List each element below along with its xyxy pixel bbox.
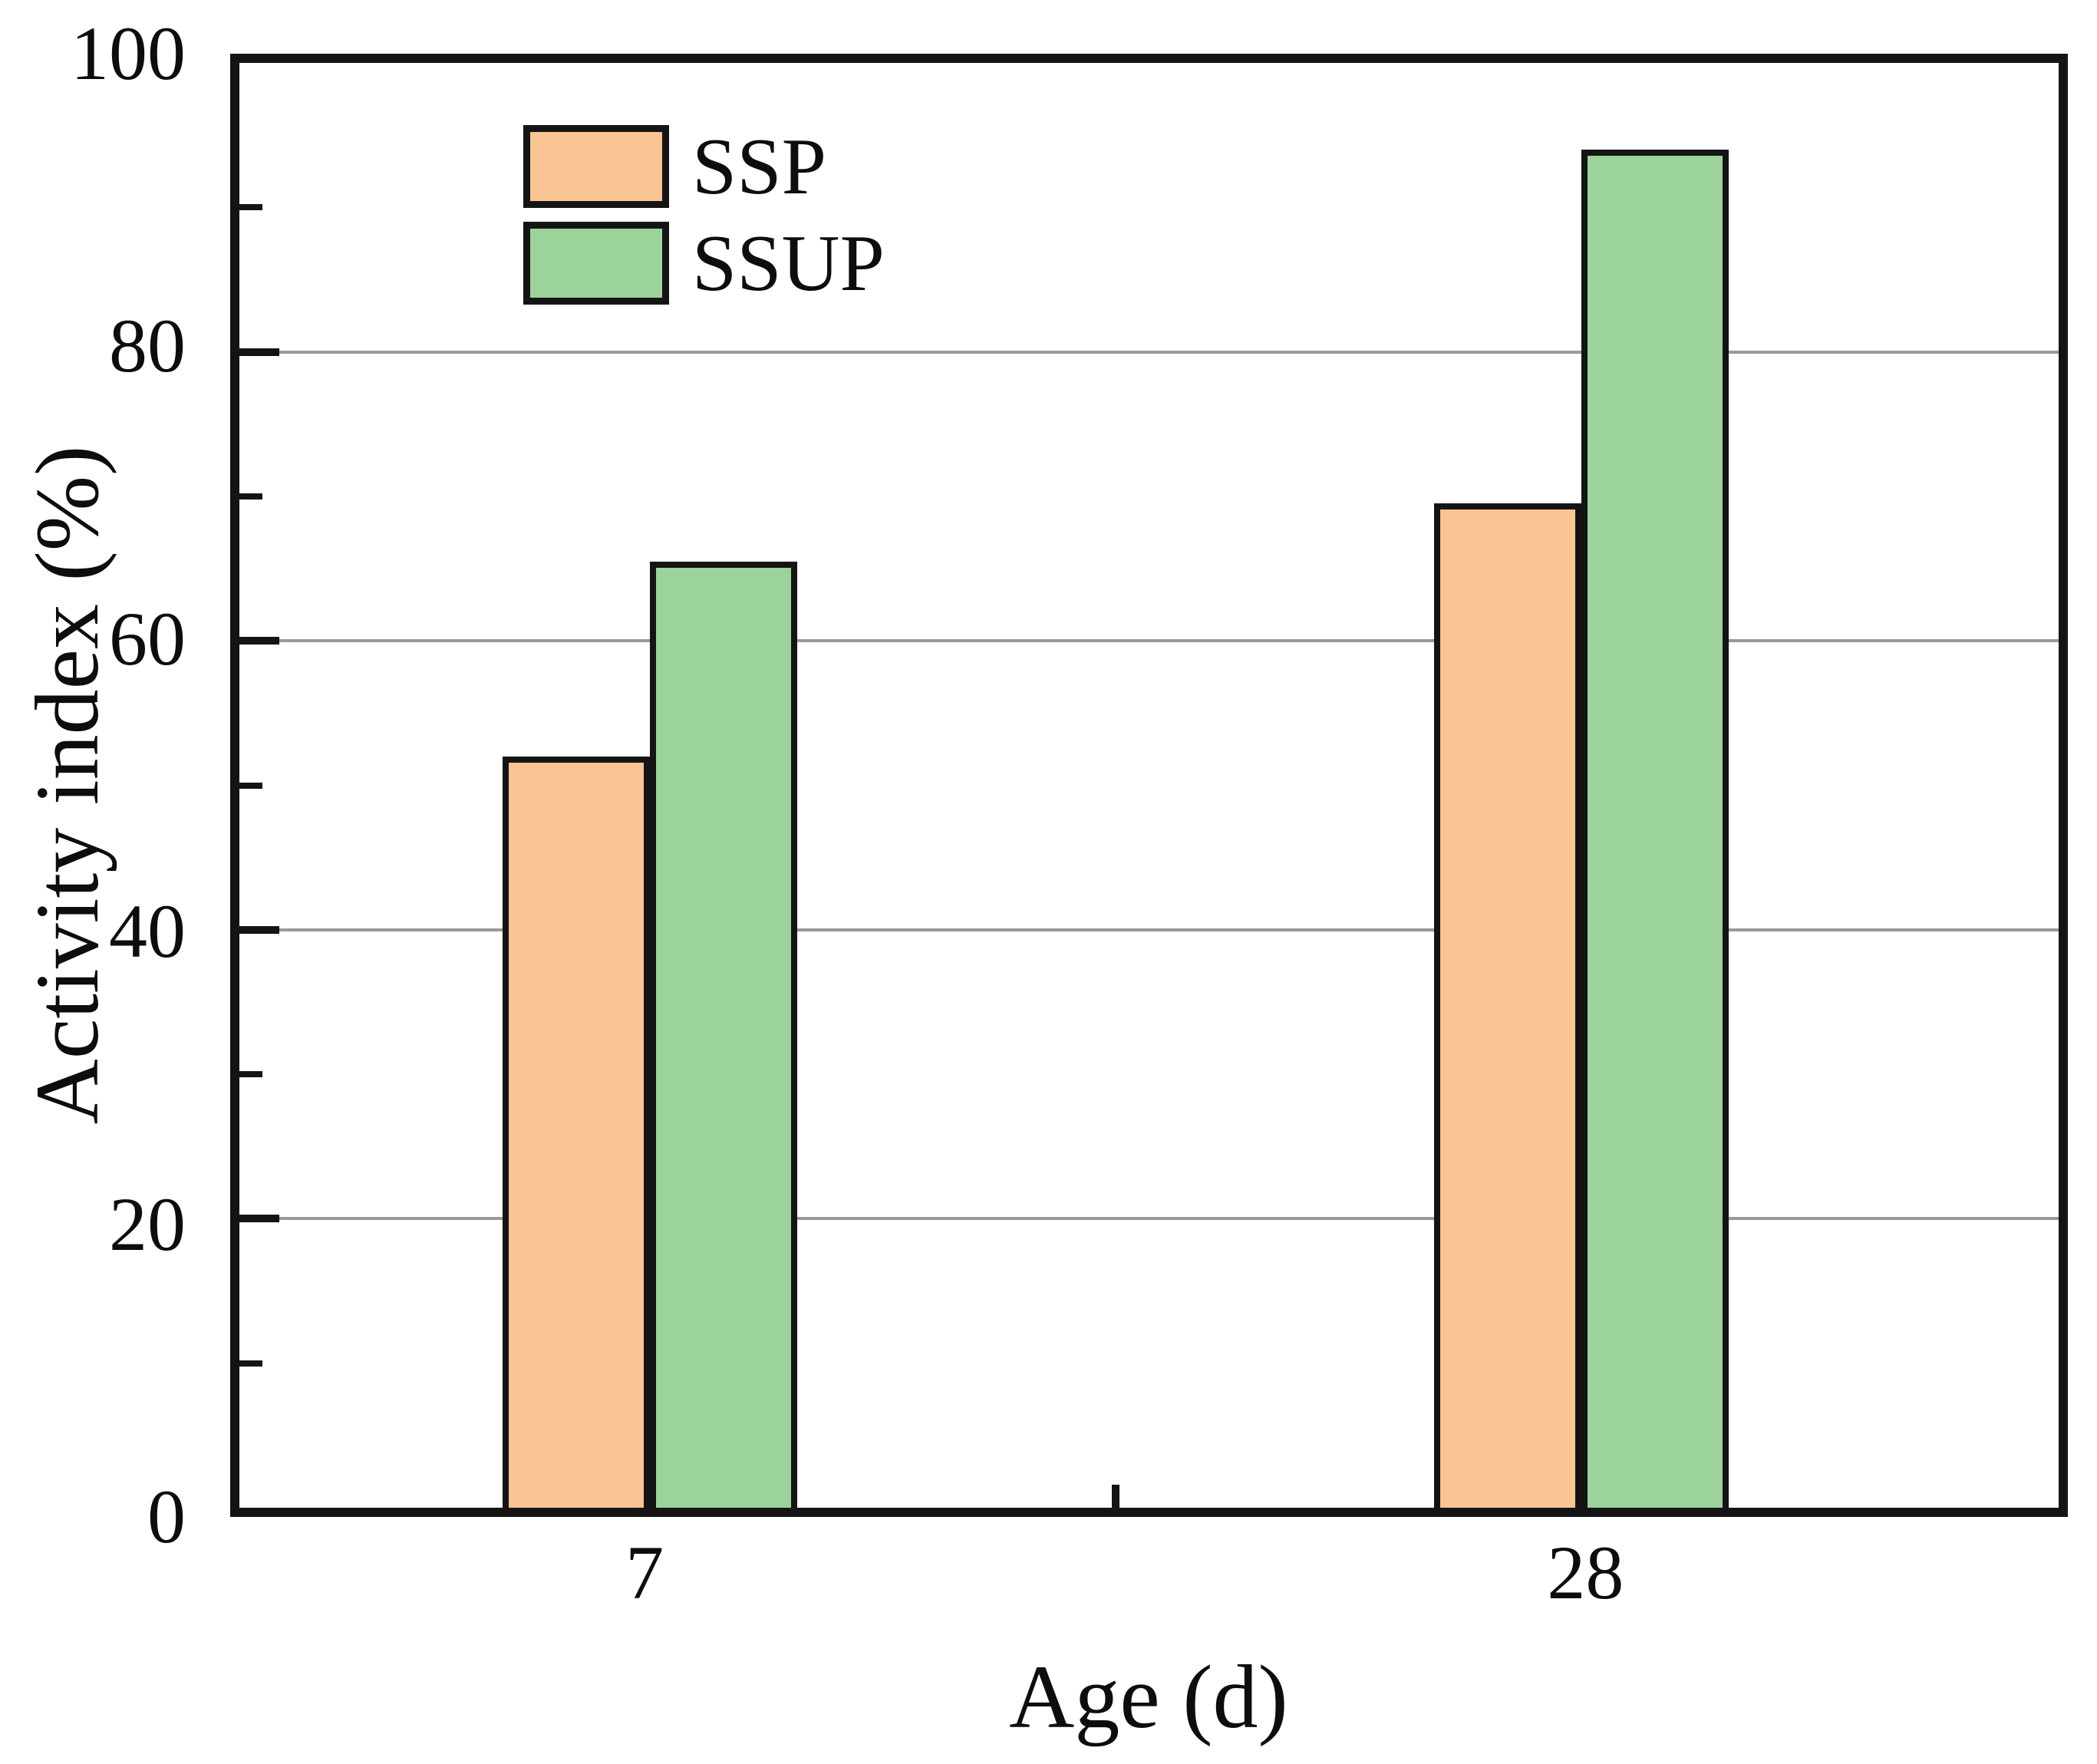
y-axis-minor-tick-90 bbox=[239, 204, 262, 211]
bar-ssp-age28 bbox=[1433, 503, 1581, 1508]
y-axis-minor-tick-30 bbox=[239, 1071, 262, 1078]
x-tick-label-7: 7 bbox=[625, 1530, 664, 1615]
legend-label-ssup: SSUP bbox=[691, 218, 885, 308]
y-axis-minor-tick-10 bbox=[239, 1360, 262, 1367]
y-axis-tick-labels: 0 20 40 60 80 100 bbox=[0, 15, 209, 1555]
y-axis-major-tick-40 bbox=[239, 925, 279, 934]
x-axis-tick-labels: 7 28 bbox=[230, 1535, 2068, 1634]
grid-line-80 bbox=[239, 350, 2059, 354]
y-axis-major-tick-60 bbox=[239, 637, 279, 645]
legend: SSP SSUP bbox=[523, 121, 885, 308]
x-axis-title: Age (d) bbox=[1009, 1647, 1288, 1747]
legend-swatch-ssp bbox=[523, 124, 669, 208]
legend-item-ssup: SSUP bbox=[523, 218, 885, 308]
bar-ssp-age7 bbox=[502, 756, 650, 1508]
y-tick-label-20: 20 bbox=[109, 1181, 186, 1267]
x-axis-boundary-tick bbox=[1111, 1485, 1119, 1508]
legend-label-ssp: SSP bbox=[691, 121, 827, 212]
y-tick-label-0: 0 bbox=[147, 1474, 186, 1559]
legend-item-ssp: SSP bbox=[523, 121, 885, 212]
y-tick-label-40: 40 bbox=[109, 889, 186, 974]
y-axis-major-tick-20 bbox=[239, 1215, 279, 1223]
grid-line-40 bbox=[239, 928, 2059, 931]
y-axis-minor-tick-50 bbox=[239, 782, 262, 789]
x-tick-label-28: 28 bbox=[1547, 1530, 1624, 1615]
plot-area: SSP SSUP bbox=[230, 54, 2068, 1517]
y-tick-label-80: 80 bbox=[109, 303, 186, 389]
y-axis-minor-tick-70 bbox=[239, 493, 262, 500]
grid-line-60 bbox=[239, 639, 2059, 643]
bar-ssup-age7 bbox=[649, 561, 797, 1508]
y-axis-major-tick-80 bbox=[239, 348, 279, 356]
y-axis-title: Activity index (%) bbox=[17, 445, 117, 1125]
grid-line-20 bbox=[239, 1217, 2059, 1221]
y-tick-label-100: 100 bbox=[71, 11, 186, 96]
bar-ssup-age28 bbox=[1581, 149, 1729, 1508]
legend-swatch-ssup bbox=[523, 221, 669, 305]
y-tick-label-60: 60 bbox=[109, 595, 186, 681]
